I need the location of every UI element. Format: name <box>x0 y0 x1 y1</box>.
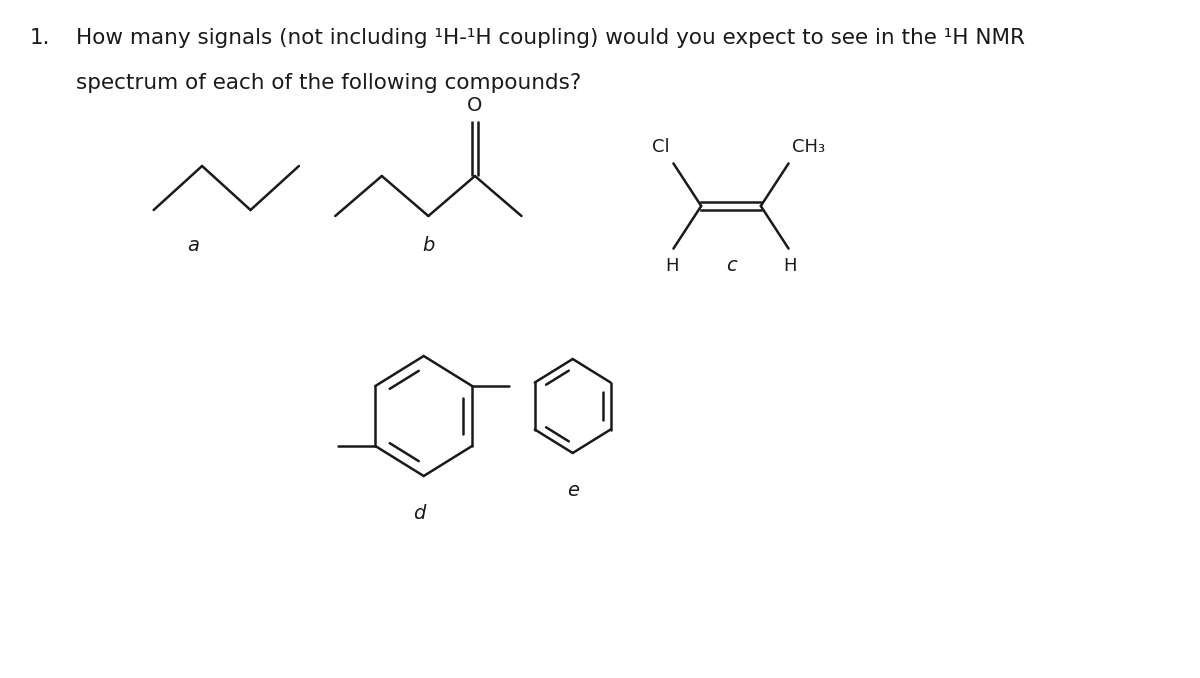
Text: a: a <box>187 236 199 255</box>
Text: H: H <box>665 256 678 275</box>
Text: c: c <box>726 256 737 275</box>
Text: Cl: Cl <box>652 138 670 157</box>
Text: H: H <box>784 256 797 275</box>
Text: spectrum of each of the following compounds?: spectrum of each of the following compou… <box>77 73 582 93</box>
Text: O: O <box>467 96 482 115</box>
Text: e: e <box>566 481 578 500</box>
Text: b: b <box>422 236 434 255</box>
Text: How many signals (not including ¹H-¹H coupling) would you expect to see in the ¹: How many signals (not including ¹H-¹H co… <box>77 28 1025 48</box>
Text: d: d <box>413 504 425 523</box>
Text: 1.: 1. <box>30 28 50 48</box>
Text: CH₃: CH₃ <box>792 138 826 157</box>
